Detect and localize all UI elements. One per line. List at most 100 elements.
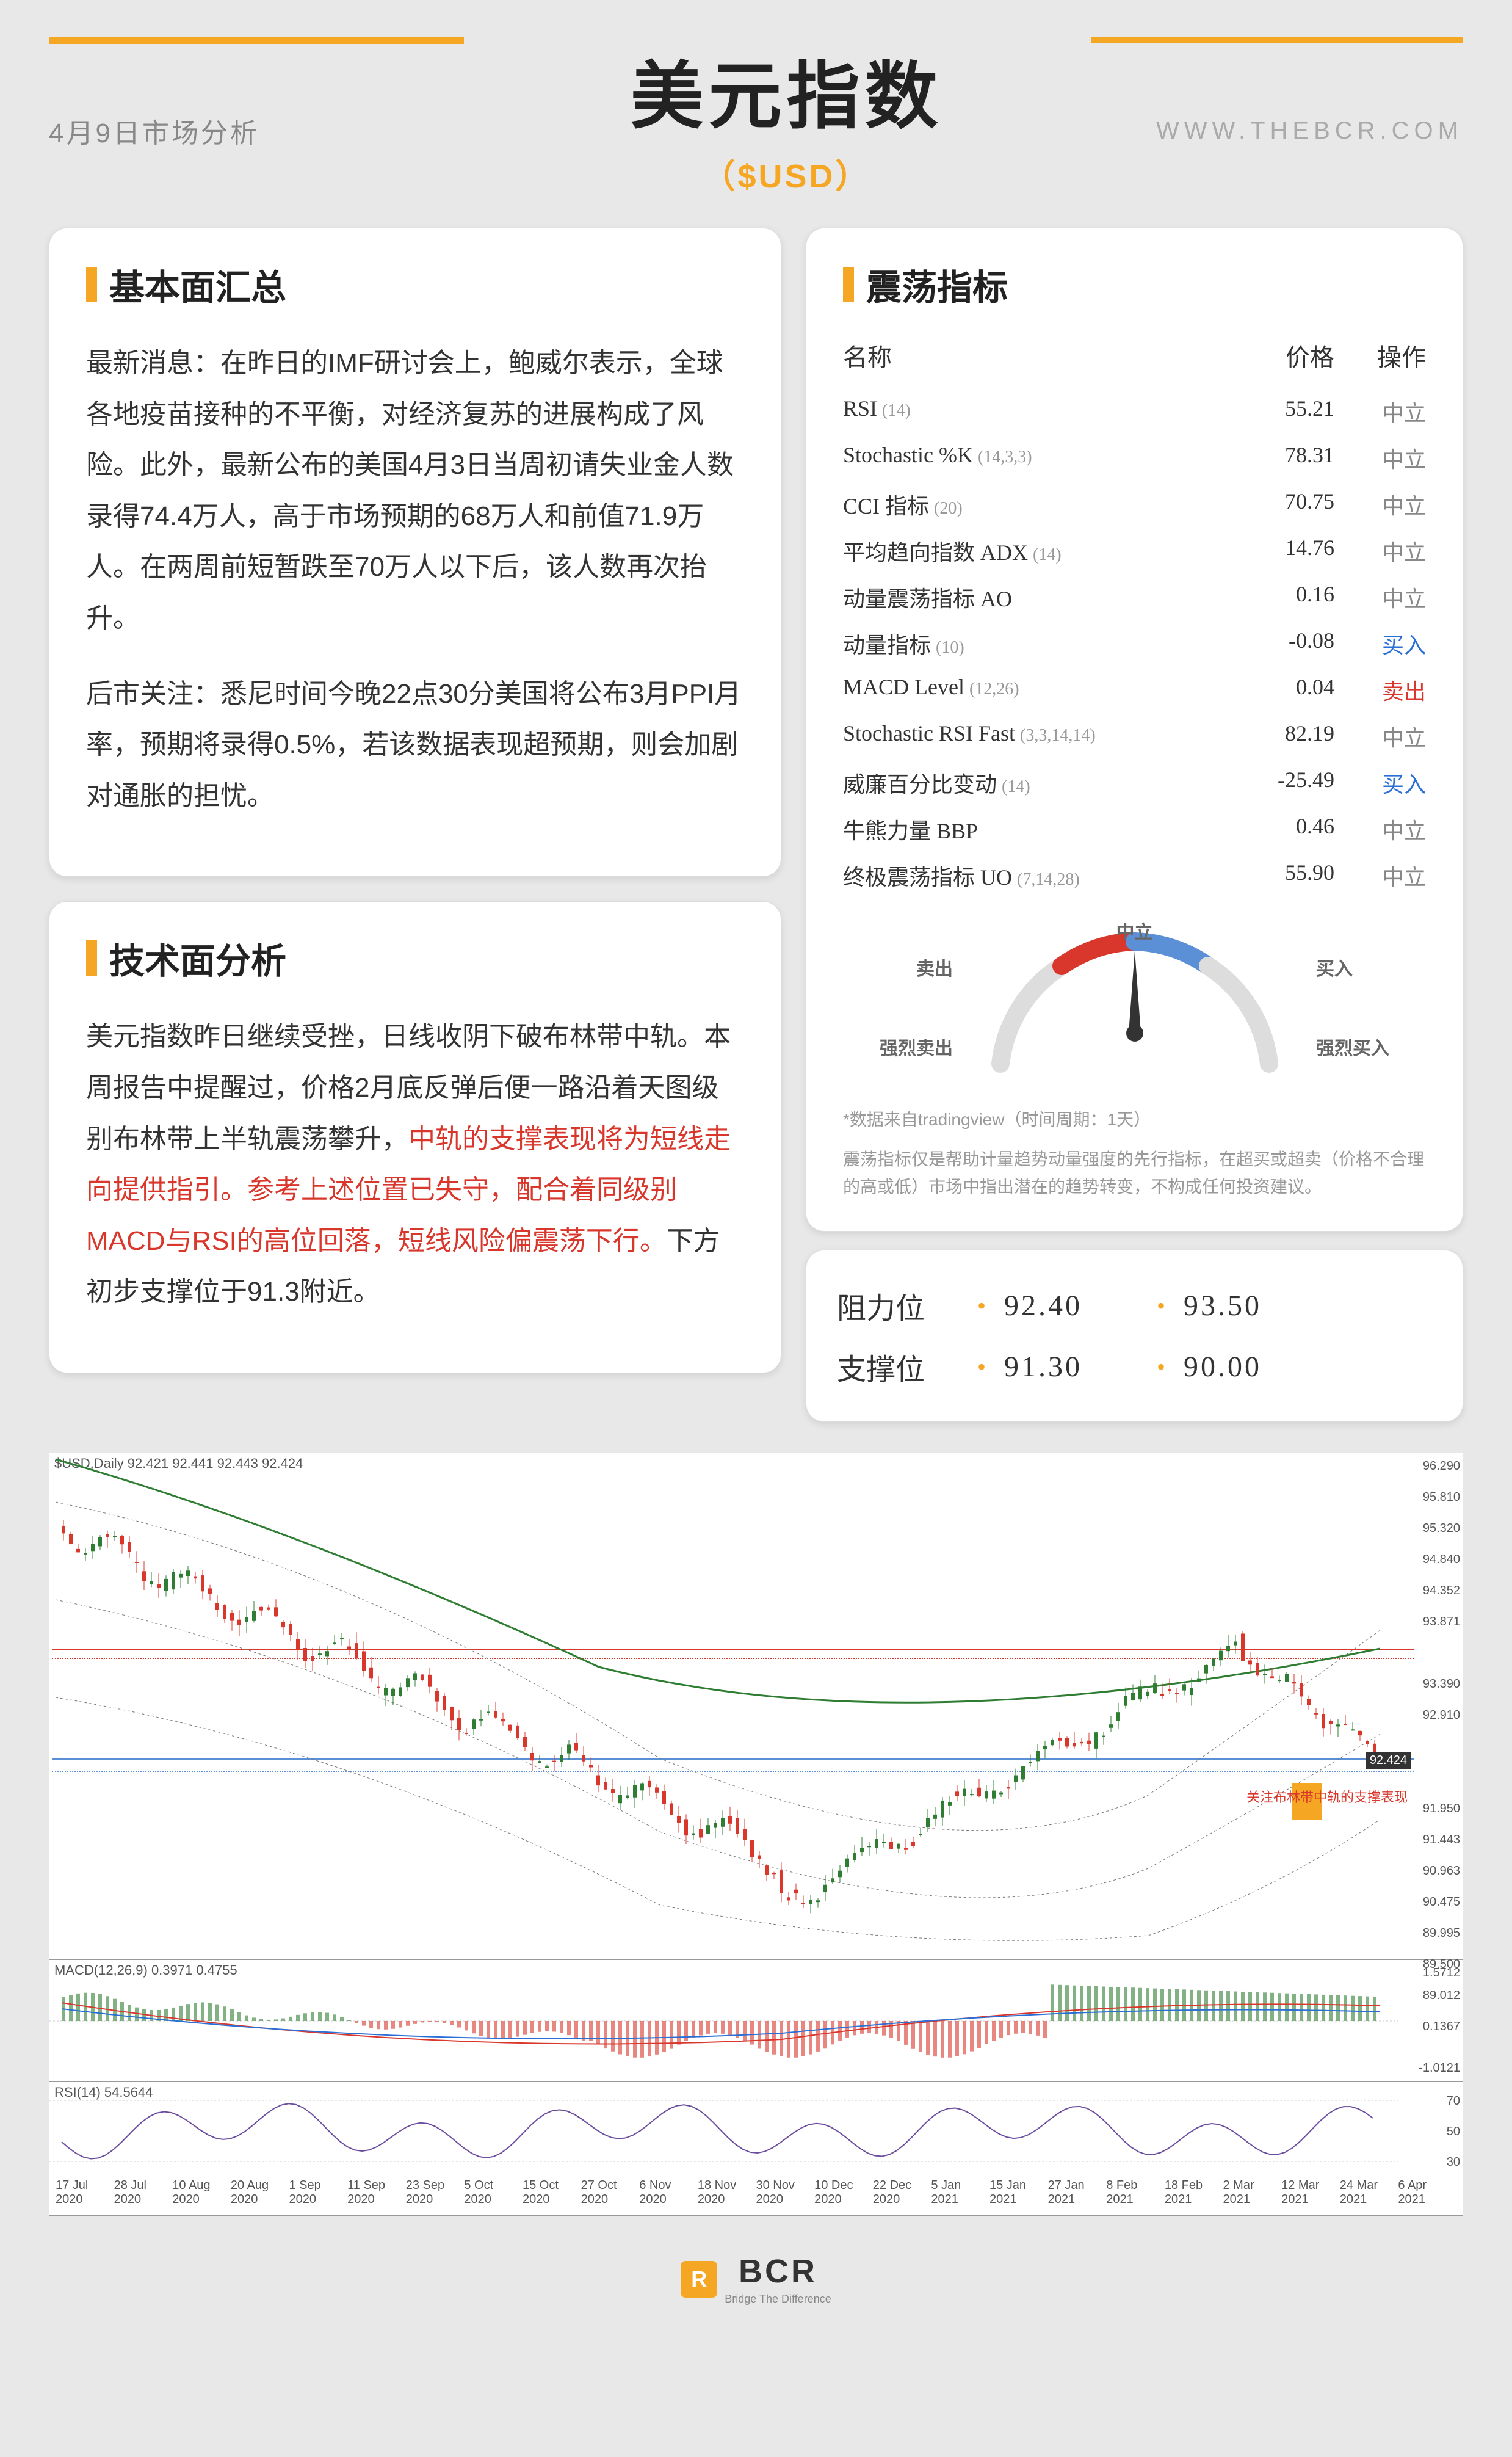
fundamental-title-text: 基本面汇总 <box>109 259 286 310</box>
dot-icon: • <box>977 1291 986 1320</box>
table-row: 动量指标(10) -0.08 买入 <box>843 620 1426 667</box>
levels-card: 阻力位 • 92.40 • 93.50 支撑位 • 91.30 • 90.00 <box>806 1250 1463 1422</box>
gauge-neutral-label: 中立 <box>1116 917 1153 944</box>
gauge-buy-label: 买入 <box>1316 954 1353 981</box>
dot-icon: • <box>977 1352 986 1381</box>
indicator-price: 55.21 <box>1224 396 1334 427</box>
resistance-v2: 93.50 <box>1184 1289 1318 1323</box>
price-chart: $USD,Daily 92.421 92.441 92.443 92.424 9… <box>49 1453 1463 2216</box>
indicator-action: 中立 <box>1334 442 1426 474</box>
indicator-price: -25.49 <box>1224 767 1334 799</box>
table-row: Stochastic %K(14,3,3) 78.31 中立 <box>843 435 1426 481</box>
indicator-name: 平均趋向指数 ADX(14) <box>843 535 1224 567</box>
accent-bar-icon <box>86 940 97 976</box>
gauge-strong-sell-label: 强烈卖出 <box>880 1033 953 1060</box>
indicator-name: 牛熊力量 BBP <box>843 813 1224 845</box>
accent-bar-icon <box>843 267 854 302</box>
indicator-action: 中立 <box>1334 720 1426 752</box>
indicator-name: 终极震荡指标 UO(7,14,28) <box>843 860 1224 891</box>
header-accent-left <box>49 37 464 44</box>
chart-annotation-text: 关注布林带中轨的支撑表现 <box>1246 1789 1408 1807</box>
table-row: 威廉百分比变动(14) -25.49 买入 <box>843 760 1426 806</box>
indicator-action: 中立 <box>1334 488 1426 520</box>
fundamental-card: 基本面汇总 最新消息：在昨日的IMF研讨会上，鲍威尔表示，全球各地疫苗接种的不平… <box>49 228 781 877</box>
technical-title-text: 技术面分析 <box>109 932 286 984</box>
oscillator-table: 名称 价格 操作 RSI(14) 55.21 中立Stochastic %K(1… <box>843 338 1426 899</box>
indicator-name: CCI 指标(20) <box>843 488 1224 520</box>
indicator-price: -0.08 <box>1224 628 1334 659</box>
indicator-action: 中立 <box>1334 581 1426 613</box>
rsi-panel: RSI(14) 54.5644 70 50 30 <box>49 2082 1463 2180</box>
technical-card: 技术面分析 美元指数昨日继续受挫，日线收阴下破布林带中轨。本周报告中提醒过，价格… <box>49 901 781 1373</box>
support-v2: 90.00 <box>1184 1350 1318 1384</box>
indicator-name: 威廉百分比变动(14) <box>843 767 1224 799</box>
fundamental-para2: 后市关注：悉尼时间今晚22点30分美国将公布3月PPI月率，预期将录得0.5%，… <box>86 669 744 822</box>
table-row: 平均趋向指数 ADX(14) 14.76 中立 <box>843 528 1426 574</box>
table-row: RSI(14) 55.21 中立 <box>843 388 1426 435</box>
indicator-price: 0.04 <box>1224 674 1334 706</box>
table-header: 名称 价格 操作 <box>843 338 1426 373</box>
indicator-action: 中立 <box>1334 396 1426 427</box>
fundamental-para1: 最新消息：在昨日的IMF研讨会上，鲍威尔表示，全球各地疫苗接种的不平衡，对经济复… <box>86 338 744 644</box>
macd-chart-icon <box>49 1960 1398 2082</box>
indicator-price: 78.31 <box>1224 442 1334 474</box>
indicator-price: 82.19 <box>1224 720 1334 752</box>
col-name-header: 名称 <box>843 338 1224 373</box>
brand-logo: BCR Bridge The Difference <box>681 2252 831 2306</box>
table-row: CCI 指标(20) 70.75 中立 <box>843 481 1426 528</box>
indicator-name: RSI(14) <box>843 396 1224 427</box>
disclaimer-text: 震荡指标仅是帮助计量趋势动量强度的先行指标，在超买或超卖（价格不合理的高或低）市… <box>843 1146 1426 1201</box>
accent-bar-icon <box>86 267 97 302</box>
macd-y-bot: -1.0121 <box>1419 2061 1460 2075</box>
oscillator-card: 震荡指标 名称 价格 操作 RSI(14) 55.21 中立Stochastic… <box>806 228 1463 1232</box>
page-footer: BCR Bridge The Difference <box>49 2252 1463 2306</box>
brand-name: BCR <box>725 2252 831 2290</box>
chart-main-panel: $USD,Daily 92.421 92.441 92.443 92.424 9… <box>49 1453 1463 1960</box>
indicator-name: 动量指标(10) <box>843 628 1224 659</box>
site-url: WWW.THEBCR.COM <box>1097 117 1463 145</box>
sentiment-gauge: 中立 卖出 买入 强烈卖出 强烈买入 <box>843 923 1426 1094</box>
indicator-action: 买入 <box>1334 628 1426 659</box>
dot-icon: • <box>1157 1291 1165 1320</box>
current-price-badge: 92.424 <box>1366 1752 1411 1769</box>
candlestick-chart-icon <box>49 1453 1398 1960</box>
indicator-price: 0.46 <box>1224 813 1334 845</box>
table-row: 牛熊力量 BBP 0.46 中立 <box>843 806 1426 852</box>
indicator-name: MACD Level(12,26) <box>843 674 1224 706</box>
support-label: 支撑位 <box>837 1345 959 1388</box>
report-date: 4月9日市场分析 <box>49 111 476 150</box>
support-v1: 91.30 <box>1004 1350 1138 1384</box>
dot-icon: • <box>1157 1352 1165 1381</box>
table-row: 动量震荡指标 AO 0.16 中立 <box>843 574 1426 620</box>
page-header: 4月9日市场分析 美元指数 （$USD） WWW.THEBCR.COM <box>49 37 1463 197</box>
macd-y-top: 1.5712 <box>1423 1966 1460 1980</box>
table-row: MACD Level(12,26) 0.04 卖出 <box>843 667 1426 713</box>
indicator-action: 卖出 <box>1334 674 1426 706</box>
technical-para: 美元指数昨日继续受挫，日线收阴下破布林带中轨。本周报告中提醒过，价格2月底反弹后… <box>86 1011 744 1318</box>
indicator-price: 14.76 <box>1224 535 1334 567</box>
support-row: 支撑位 • 91.30 • 90.00 <box>837 1336 1432 1397</box>
resistance-v1: 92.40 <box>1004 1289 1138 1323</box>
logo-icon <box>681 2261 717 2298</box>
indicator-name: Stochastic %K(14,3,3) <box>843 442 1224 474</box>
page-subtitle: （$USD） <box>476 149 1097 197</box>
oscillator-title: 震荡指标 <box>843 259 1426 310</box>
indicator-price: 55.90 <box>1224 860 1334 891</box>
col-price-header: 价格 <box>1224 338 1334 373</box>
gauge-strong-buy-label: 强烈买入 <box>1316 1033 1389 1060</box>
indicator-action: 中立 <box>1334 860 1426 891</box>
oscillator-title-text: 震荡指标 <box>866 259 1008 310</box>
table-row: 终极震荡指标 UO(7,14,28) 55.90 中立 <box>843 852 1426 899</box>
technical-title: 技术面分析 <box>86 932 744 984</box>
macd-panel: MACD(12,26,9) 0.3971 0.4755 1.5712 -1.01… <box>49 1960 1463 2082</box>
indicator-name: 动量震荡指标 AO <box>843 581 1224 613</box>
gauge-sell-label: 卖出 <box>916 954 953 981</box>
indicator-name: Stochastic RSI Fast(3,3,14,14) <box>843 720 1224 752</box>
rsi-y-50: 50 <box>1447 2125 1460 2139</box>
header-accent-right <box>1091 37 1463 43</box>
table-row: Stochastic RSI Fast(3,3,14,14) 82.19 中立 <box>843 713 1426 760</box>
data-source: *数据来自tradingview（时间周期：1天） <box>843 1106 1426 1134</box>
rsi-chart-icon <box>49 2082 1398 2180</box>
indicator-action: 中立 <box>1334 535 1426 567</box>
page-title: 美元指数 <box>476 37 1097 143</box>
